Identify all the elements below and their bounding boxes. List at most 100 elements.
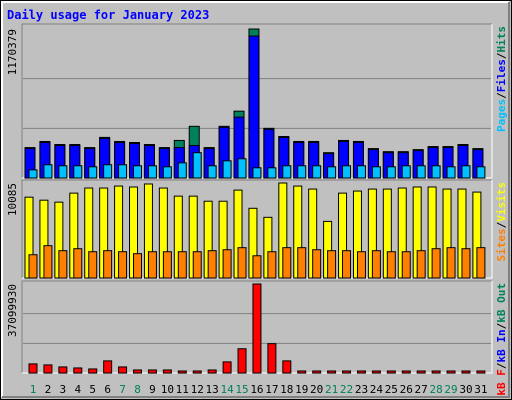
bar — [43, 364, 53, 374]
x-tick-label: 26 — [400, 383, 413, 396]
x-tick-label: 27 — [415, 383, 428, 396]
x-tick-label: 17 — [265, 383, 278, 396]
bar — [461, 370, 471, 374]
panel-bevel-dark — [21, 179, 492, 278]
bar — [431, 165, 441, 179]
bar — [252, 255, 262, 279]
x-tick-label: 10 — [161, 383, 174, 396]
y-tick-label: 10085 — [6, 183, 19, 216]
x-tick-label: 19 — [295, 383, 308, 396]
bar — [73, 248, 83, 279]
bar — [58, 250, 68, 279]
legend-separator: / — [495, 322, 508, 329]
bar — [312, 370, 322, 374]
bar — [237, 348, 247, 374]
x-tick-label: 12 — [191, 383, 204, 396]
bar — [327, 166, 337, 179]
bar — [342, 370, 352, 374]
bar — [133, 165, 143, 179]
bar — [73, 367, 83, 374]
bar — [461, 165, 471, 179]
bar — [43, 245, 53, 279]
bar — [147, 369, 157, 374]
bar — [342, 165, 352, 179]
bar — [162, 369, 172, 374]
legend-entry: kB F — [495, 369, 508, 396]
bar — [162, 166, 172, 179]
bar — [371, 370, 381, 374]
x-tick-label: 30 — [459, 383, 472, 396]
bar — [222, 361, 232, 374]
bar — [58, 165, 68, 179]
x-tick-label: 13 — [206, 383, 219, 396]
bar — [222, 249, 232, 279]
legend: Sites/Visits — [495, 182, 508, 262]
x-tick-label: 24 — [370, 383, 384, 396]
legend-entry: Visits — [495, 182, 508, 222]
bar — [88, 368, 98, 374]
bar — [371, 250, 381, 279]
bar — [416, 370, 426, 374]
bar — [177, 162, 187, 179]
bar — [147, 251, 157, 279]
bar — [88, 251, 98, 279]
bar — [237, 247, 247, 279]
bar — [371, 166, 381, 179]
bar — [356, 251, 366, 279]
legend-entry: kB Out — [495, 283, 508, 323]
panel-bevel-dark — [21, 280, 492, 373]
bar — [401, 165, 411, 179]
x-tick-label: 2 — [45, 383, 52, 396]
bar — [88, 166, 98, 179]
x-tick-label: 3 — [60, 383, 67, 396]
legend-entry: kB In — [495, 329, 508, 362]
x-tick-label: 8 — [134, 383, 141, 396]
legend-entry: Pages — [495, 99, 508, 132]
x-tick-label: 6 — [104, 383, 111, 396]
bar — [267, 167, 277, 179]
y-tick-label: 37099930 — [6, 284, 19, 337]
bar — [476, 166, 486, 179]
bar — [248, 35, 260, 179]
bar — [73, 165, 83, 179]
bar — [192, 370, 202, 374]
bar — [446, 247, 456, 279]
x-tick-label: 4 — [74, 383, 81, 396]
bar — [476, 370, 486, 374]
bar — [192, 251, 202, 279]
x-tick-label: 9 — [149, 383, 156, 396]
bar — [386, 166, 396, 179]
legend: Pages/Files/Hits — [495, 26, 508, 132]
legend-entry: Files — [495, 59, 508, 92]
bar — [252, 283, 262, 374]
legend-entry: Hits — [495, 26, 508, 53]
bar — [222, 160, 232, 179]
bar — [416, 250, 426, 279]
bar — [237, 158, 247, 179]
bar — [386, 370, 396, 374]
bar — [461, 248, 471, 279]
legend: kB F/kB In/kB Out — [495, 283, 508, 396]
bar — [177, 370, 187, 374]
bar — [28, 363, 38, 374]
y-tick-label: 1170379 — [6, 29, 19, 75]
bar — [252, 167, 262, 179]
x-tick-label: 1 — [30, 383, 37, 396]
legend-separator: / — [495, 362, 508, 369]
x-tick-label: 31 — [474, 383, 487, 396]
x-tick-label: 20 — [310, 383, 323, 396]
bar — [103, 360, 113, 374]
bar — [147, 165, 157, 179]
bar — [416, 165, 426, 179]
bar — [118, 366, 128, 374]
bar — [267, 343, 277, 374]
bar — [282, 360, 292, 374]
bar — [43, 164, 53, 179]
bar — [312, 165, 322, 179]
bar — [356, 165, 366, 179]
bar — [446, 370, 456, 374]
x-tick-label: 14 — [220, 383, 234, 396]
bar — [103, 164, 113, 179]
bar — [297, 247, 307, 279]
